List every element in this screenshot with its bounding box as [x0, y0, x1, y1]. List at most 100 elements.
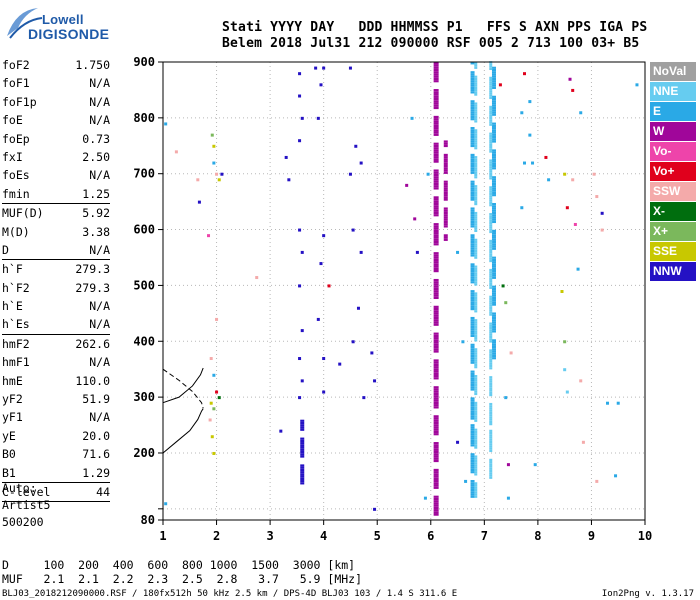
- data-point: [212, 144, 216, 148]
- data-stripe-segment: [470, 71, 475, 74]
- x-tick-label: 8: [534, 529, 541, 543]
- data-stripe-segment: [474, 408, 478, 411]
- data-stripe-segment: [433, 95, 439, 98]
- data-stripe-segment: [489, 94, 493, 97]
- data-point: [373, 379, 377, 383]
- data-stripe-segment: [474, 256, 478, 259]
- profile-curve: [162, 408, 204, 454]
- data-stripe-segment: [491, 274, 496, 277]
- data-stripe-segment: [489, 204, 493, 207]
- data-stripe-segment: [489, 438, 493, 441]
- data-stripe-segment: [433, 509, 439, 512]
- data-stripe-segment: [474, 430, 478, 434]
- data-stripe-segment: [491, 131, 496, 134]
- data-stripe-segment: [491, 312, 496, 315]
- data-point: [300, 329, 304, 333]
- data-stripe-segment: [474, 361, 478, 364]
- legend-item: X-: [650, 202, 696, 221]
- legend-item: SSW: [650, 182, 696, 201]
- data-stripe-segment: [489, 170, 493, 173]
- data-stripe-segment: [470, 220, 475, 224]
- data-point: [581, 440, 585, 444]
- data-stripe-segment: [489, 161, 493, 164]
- data-stripe-segment: [474, 254, 478, 257]
- x-tick-label: 1: [159, 529, 166, 543]
- data-point: [300, 379, 304, 383]
- data-stripe-segment: [433, 261, 439, 264]
- data-stripe-segment: [489, 166, 493, 169]
- data-stripe-segment: [489, 282, 493, 285]
- data-stripe-segment: [470, 305, 475, 308]
- param-value: 1.25: [82, 186, 110, 201]
- data-stripe-segment: [433, 372, 439, 375]
- data-point: [298, 396, 302, 400]
- data-stripe-segment: [433, 263, 439, 266]
- data-stripe-segment: [443, 156, 448, 159]
- data-stripe-segment: [489, 175, 493, 178]
- data-stripe-segment: [433, 482, 439, 485]
- data-stripe-segment: [474, 404, 478, 407]
- data-stripe-segment: [474, 252, 478, 255]
- data-stripe-segment: [433, 334, 439, 337]
- data-stripe-segment: [443, 207, 448, 210]
- data-point: [212, 161, 216, 165]
- y-tick-label: 700: [133, 167, 155, 181]
- data-stripe-segment: [474, 377, 478, 380]
- data-stripe-segment: [433, 283, 439, 286]
- data-stripe-segment: [470, 127, 475, 130]
- data-stripe-segment: [433, 234, 439, 237]
- data-point: [506, 496, 510, 500]
- scaled-parameters-panel: foF2 1.750 foF1 N/A foF1p N/A foE N/A foEp 0.73 fx…: [2, 56, 110, 503]
- data-stripe-segment: [433, 236, 439, 239]
- data-stripe-segment: [489, 226, 493, 229]
- data-stripe-segment: [433, 424, 439, 427]
- data-stripe-segment: [474, 138, 478, 141]
- data-point: [531, 161, 535, 165]
- data-stripe-segment: [491, 218, 496, 221]
- data-stripe-segment: [491, 339, 496, 342]
- data-point: [316, 317, 320, 321]
- data-stripe-segment: [433, 361, 439, 364]
- data-stripe-segment: [443, 194, 448, 197]
- param-label: C-level: [2, 484, 51, 499]
- data-stripe-segment: [470, 352, 475, 355]
- data-stripe-segment: [470, 437, 475, 440]
- x-tick-label: 7: [481, 529, 488, 543]
- data-stripe-segment: [433, 294, 439, 297]
- data-stripe-segment: [470, 113, 475, 116]
- data-stripe-segment: [470, 245, 475, 248]
- data-stripe-segment: [470, 430, 475, 434]
- param-row: h`E N/A: [2, 297, 110, 315]
- data-stripe-segment: [470, 455, 475, 458]
- data-stripe-segment: [470, 100, 475, 103]
- data-stripe-segment: [491, 191, 496, 195]
- data-stripe-segment: [443, 216, 448, 219]
- data-stripe-segment: [491, 86, 496, 90]
- param-label: fmin: [2, 186, 30, 201]
- data-stripe-segment: [474, 142, 478, 145]
- data-stripe-segment: [474, 91, 478, 94]
- data-stripe-segment: [433, 511, 439, 514]
- data-point: [354, 144, 358, 148]
- param-value: 279.3: [75, 262, 110, 277]
- param-label: B1: [2, 465, 16, 480]
- data-stripe-segment: [433, 421, 439, 425]
- data-stripe-segment: [474, 80, 478, 83]
- data-stripe-segment: [489, 409, 493, 412]
- data-stripe-segment: [470, 357, 475, 360]
- y-tick-label: 900: [133, 55, 155, 69]
- data-stripe-segment: [433, 455, 439, 458]
- data-point: [533, 463, 537, 467]
- data-stripe-segment: [470, 493, 475, 496]
- data-point: [571, 178, 575, 182]
- data-stripe-segment: [489, 418, 493, 421]
- data-stripe-segment: [474, 359, 478, 362]
- data-stripe-segment: [474, 442, 478, 445]
- data-stripe-segment: [433, 180, 439, 183]
- data-stripe-segment: [491, 129, 496, 132]
- data-stripe-segment: [470, 158, 475, 161]
- data-stripe-segment: [433, 227, 439, 230]
- data-stripe-segment: [470, 348, 475, 351]
- data-stripe-segment: [300, 480, 305, 483]
- data-stripe-segment: [470, 377, 475, 380]
